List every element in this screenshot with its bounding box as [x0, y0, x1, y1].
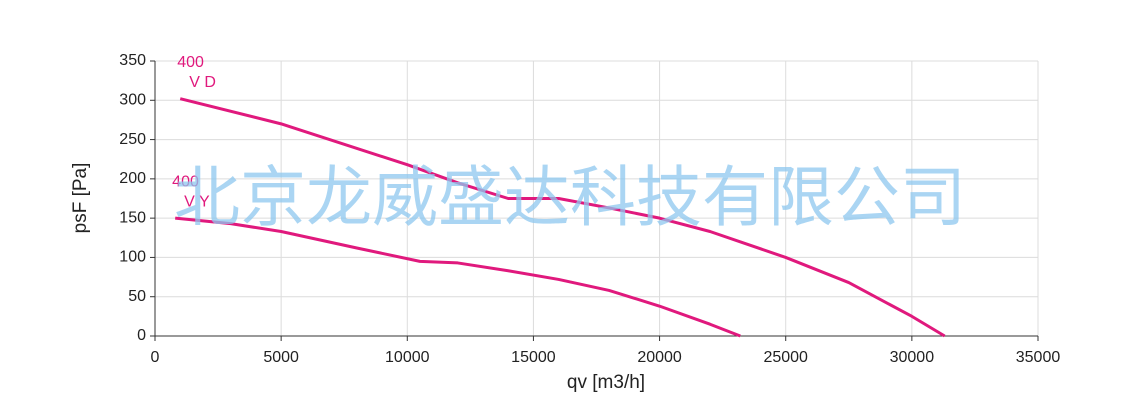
curve: [175, 216, 741, 338]
x-tick-label: 35000: [1016, 349, 1061, 366]
curve-label: V Y: [184, 193, 210, 210]
x-tick-label: 0: [151, 349, 160, 366]
x-tick-label: 30000: [890, 349, 935, 366]
y-tick-label: 350: [119, 52, 146, 69]
y-tick-label: 100: [119, 249, 146, 266]
x-tick-label: 5000: [263, 349, 299, 366]
curve-label: V D: [189, 74, 216, 91]
y-tick-label: 200: [119, 170, 146, 187]
x-tick-label: 10000: [385, 349, 430, 366]
x-tick-label: 15000: [511, 349, 556, 366]
y-tick-label: 300: [119, 92, 146, 109]
y-axis-label: psF [Pa]: [70, 163, 91, 234]
curve-label: 400: [177, 54, 204, 71]
y-tick-label: 150: [119, 209, 146, 226]
curve: [179, 97, 946, 338]
plot-area: 0 5000 10000 15000 20000 25000 30000 35000 0 50 10…: [119, 52, 1060, 366]
curve-label: 400: [172, 173, 199, 190]
watermark: 北京龙威盛达科技有限公司: [174, 159, 966, 236]
y-tick-label: 0: [137, 327, 146, 344]
y-tick-label: 250: [119, 131, 146, 148]
y-tick-label: 50: [128, 288, 146, 305]
x-tick-label: 25000: [763, 349, 808, 366]
x-tick-label: 20000: [637, 349, 682, 366]
x-axis-label: qv [m3/h]: [567, 372, 645, 393]
